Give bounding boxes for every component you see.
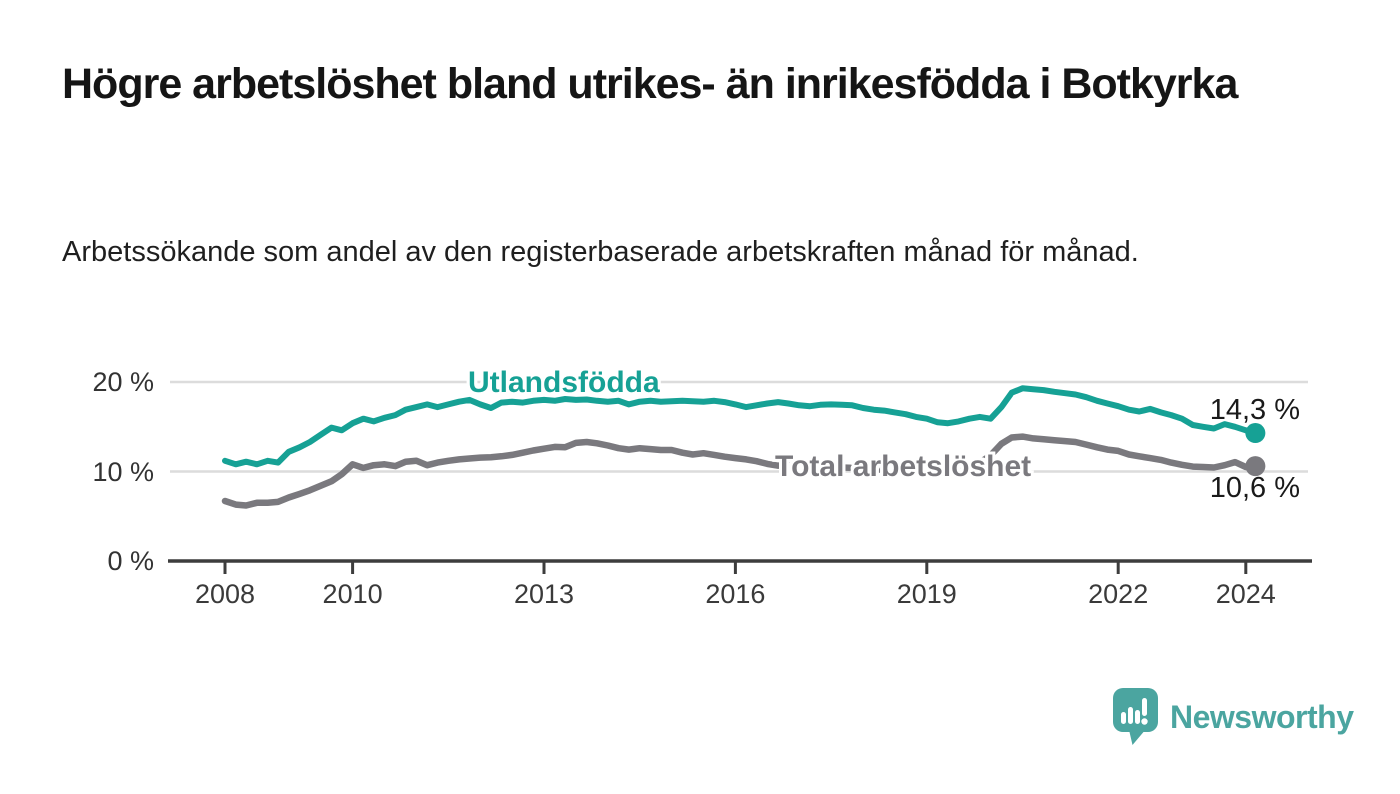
newsworthy-logo-text: Newsworthy: [1170, 699, 1354, 735]
speech-bubble-bar-chart-icon: [1113, 688, 1158, 745]
series-label-total-arbetsloshet: Total arbetslöshet: [775, 450, 1032, 483]
end-value-label-utlandsfodda: 14,3 %: [1209, 394, 1300, 426]
chart-subtitle: Arbetssökande som andel av den registerb…: [62, 236, 1139, 268]
series-line-utlandsfodda: [222, 385, 1259, 468]
page-title: Högre arbetslöshet bland utrikes- än inr…: [62, 60, 1238, 108]
y-tick-label-10: 10 %: [92, 456, 154, 487]
x-tick-label-2024: 2024: [1215, 579, 1276, 609]
x-tick-label-2008: 2008: [194, 579, 256, 609]
series-label-utlandsfodda: Utlandsfödda: [468, 366, 660, 399]
end-value-label-total: 10,6 %: [1209, 472, 1300, 504]
newsworthy-logo: Newsworthy: [1113, 688, 1354, 746]
x-tick-label-2013: 2013: [513, 579, 575, 609]
y-tick-label-0: 0 %: [107, 546, 154, 576]
x-tick-label-2016: 2016: [705, 579, 766, 609]
series-line-total: [221, 433, 1259, 509]
x-tick-label-2019: 2019: [896, 579, 957, 609]
x-tick-label-2010: 2010: [322, 579, 383, 609]
x-tick-label-2022: 2022: [1088, 579, 1149, 609]
y-tick-label-20: 20 %: [92, 367, 154, 397]
